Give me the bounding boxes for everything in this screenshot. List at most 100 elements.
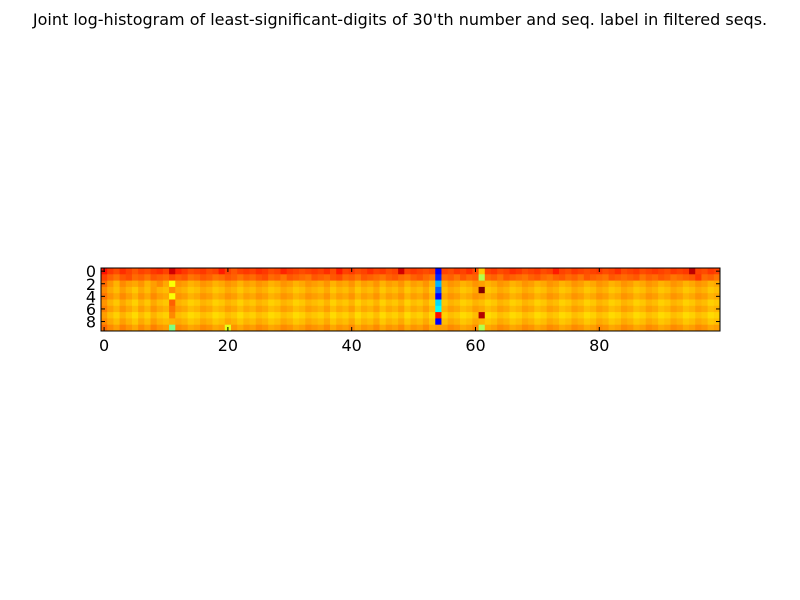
heatmap-cell (125, 286, 133, 294)
heatmap-cell (230, 305, 238, 313)
heatmap-cell (360, 312, 368, 319)
heatmap-cell (559, 305, 566, 313)
heatmap-cell (658, 305, 665, 313)
heatmap-cell (169, 318, 176, 326)
heatmap-cell (695, 268, 702, 275)
heatmap-cell (416, 286, 424, 294)
heatmap-cell (360, 280, 368, 288)
heatmap-cell (206, 318, 213, 326)
heatmap-cell (187, 286, 195, 294)
heatmap-cell (113, 318, 120, 326)
heatmap-cell (113, 312, 120, 319)
heatmap-cell (230, 312, 238, 319)
heatmap-cell (472, 274, 479, 281)
heatmap-cell (206, 293, 213, 300)
heatmap-cell (490, 318, 498, 326)
heatmap-cell (682, 312, 690, 319)
heatmap-cell (559, 299, 566, 307)
heatmap-cell (633, 268, 640, 275)
heatmap-cell (156, 293, 164, 300)
heatmap-cell (453, 268, 461, 275)
heatmap-cell (410, 318, 418, 326)
heatmap-cell (478, 293, 486, 300)
heatmap-cell (429, 268, 436, 275)
heatmap-cell (515, 274, 523, 281)
x-tick-label: 60 (465, 336, 485, 355)
heatmap-cell (119, 280, 127, 288)
heatmap-cell (447, 305, 455, 313)
heatmap-cell (138, 324, 145, 332)
heatmap-cell (664, 318, 671, 326)
heatmap-cell (125, 293, 133, 300)
heatmap-cell (299, 318, 306, 326)
heatmap-cell (323, 280, 331, 288)
heatmap-cell (571, 286, 579, 294)
heatmap-cell (169, 324, 176, 332)
heatmap-cell (373, 305, 380, 313)
heatmap-cell (503, 299, 510, 307)
heatmap-cell (552, 268, 560, 275)
heatmap-cell (175, 299, 182, 307)
heatmap-cell (713, 324, 721, 332)
heatmap-cell (379, 305, 387, 313)
heatmap-cell (627, 293, 634, 300)
heatmap-cell (218, 280, 226, 288)
heatmap-cell (367, 274, 374, 281)
heatmap-cell (583, 324, 591, 332)
heatmap-cell (602, 268, 609, 275)
heatmap-cell (305, 324, 312, 332)
heatmap-cell (416, 318, 424, 326)
heatmap-cell (552, 293, 560, 300)
heatmap-cell (193, 268, 201, 275)
heatmap-cell (243, 305, 250, 313)
heatmap-cell (664, 299, 671, 307)
heatmap-cell (367, 312, 374, 319)
heatmap-cell (416, 305, 424, 313)
heatmap-cell (645, 280, 653, 288)
heatmap-cell (317, 280, 325, 288)
heatmap-cell (367, 286, 374, 294)
heatmap-cell (218, 268, 226, 275)
heatmap-cell (292, 305, 300, 313)
heatmap-cell (354, 305, 362, 313)
heatmap-cell (237, 286, 244, 294)
heatmap-cell (540, 324, 548, 332)
heatmap-cell (689, 286, 696, 294)
heatmap-cell (695, 280, 702, 288)
heatmap-cell (292, 274, 300, 281)
heatmap-cell (255, 305, 263, 313)
heatmap-cell (230, 299, 238, 307)
heatmap-cell (620, 318, 628, 326)
heatmap-cell (261, 293, 269, 300)
heatmap-cell (175, 324, 182, 332)
heatmap-cell (280, 318, 288, 326)
heatmap-cell (577, 293, 585, 300)
heatmap-cell (131, 293, 139, 300)
heatmap-cell (274, 286, 281, 294)
heatmap-cell (552, 280, 560, 288)
heatmap-cell (590, 324, 597, 332)
heatmap-cell (169, 293, 176, 300)
heatmap-cell (608, 274, 616, 281)
heatmap-cell (107, 312, 114, 319)
heatmap-cell (528, 293, 535, 300)
heatmap-cell (391, 312, 399, 319)
heatmap-cell (193, 318, 201, 326)
heatmap-cell (503, 324, 510, 332)
heatmap-cell (156, 274, 164, 281)
heatmap-cell (484, 299, 492, 307)
heatmap-cell (373, 312, 380, 319)
heatmap-cell (565, 280, 572, 288)
heatmap-cell (441, 280, 449, 288)
heatmap-cell (466, 293, 473, 300)
heatmap-cell (336, 280, 343, 288)
heatmap-cell (398, 274, 405, 281)
heatmap-cell (540, 318, 548, 326)
heatmap-cell (466, 268, 473, 275)
heatmap-cell (224, 318, 232, 326)
heatmap-cell (559, 324, 566, 332)
heatmap-cell (268, 268, 275, 275)
heatmap-cell (113, 305, 120, 313)
heatmap-cell (441, 318, 449, 326)
